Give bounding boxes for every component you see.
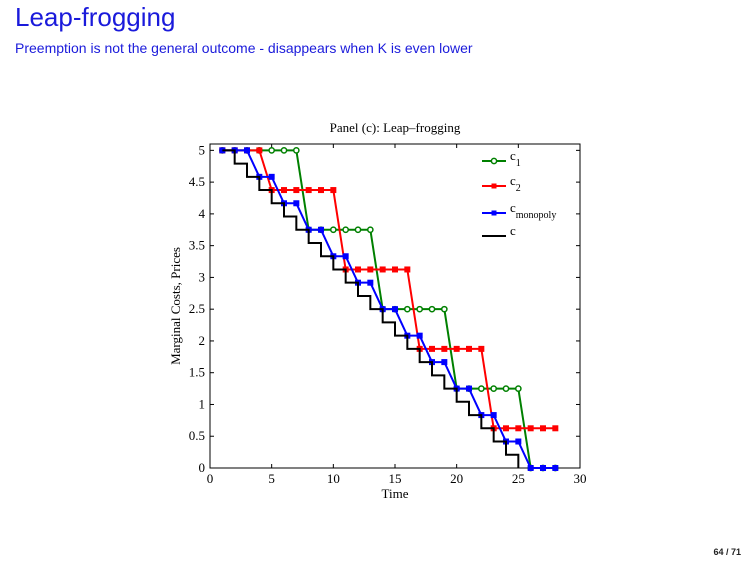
- series-c: [222, 149, 520, 468]
- x-tick-label: 0: [207, 471, 214, 486]
- legend-marker: [491, 183, 497, 189]
- data-point: [342, 226, 350, 234]
- data-point: [440, 305, 448, 313]
- data-point: [392, 306, 398, 313]
- legend-entry: c: [482, 223, 516, 238]
- data-point: [416, 332, 423, 339]
- x-tick-label: 10: [327, 471, 340, 486]
- data-point: [293, 200, 300, 207]
- data-point: [441, 345, 448, 352]
- data-point: [466, 385, 472, 392]
- data-point: [552, 465, 559, 471]
- y-tick-label: 0: [199, 460, 206, 475]
- data-point: [478, 345, 485, 352]
- slide-title: Leap-frogging: [15, 2, 176, 32]
- y-tick-label: 3: [199, 269, 206, 284]
- data-point: [293, 187, 300, 194]
- data-point: [367, 266, 374, 273]
- data-point: [292, 147, 300, 154]
- data-point: [268, 147, 276, 154]
- chart-title: Panel (c): Leap–frogging: [330, 120, 461, 135]
- data-point: [281, 187, 287, 194]
- data-point: [354, 226, 362, 234]
- data-point: [280, 147, 288, 154]
- data-point: [540, 425, 546, 432]
- series-line: [222, 149, 556, 469]
- legend-entry: c1: [482, 148, 521, 169]
- x-tick-label: 25: [512, 471, 525, 486]
- legend-marker: [490, 157, 498, 165]
- y-tick-label: 0.5: [189, 428, 205, 443]
- data-point: [305, 187, 312, 194]
- data-point: [244, 147, 250, 154]
- data-point: [403, 305, 411, 313]
- data-point: [514, 385, 522, 392]
- data-point: [540, 465, 546, 471]
- data-point: [490, 385, 498, 392]
- data-point: [441, 359, 448, 366]
- data-point: [527, 465, 534, 471]
- x-axis-label: Time: [382, 486, 409, 501]
- y-tick-label: 2: [199, 333, 206, 348]
- slide-subtitle: Preemption is not the general outcome - …: [15, 40, 473, 56]
- data-point: [527, 425, 534, 432]
- series-line: [222, 149, 520, 468]
- y-tick-label: 4.5: [189, 174, 205, 189]
- legend-marker: [491, 210, 497, 216]
- data-point: [256, 147, 263, 154]
- legend-label: c: [510, 223, 516, 238]
- legend-entry: c2: [482, 173, 521, 194]
- x-tick-label: 20: [450, 471, 463, 486]
- legend-label: c2: [510, 173, 521, 194]
- data-point: [477, 385, 485, 392]
- y-tick-label: 5: [199, 142, 206, 157]
- data-point: [330, 187, 337, 194]
- data-point: [502, 385, 510, 392]
- data-point: [367, 279, 374, 286]
- data-point: [552, 425, 559, 432]
- data-point: [392, 266, 398, 273]
- x-tick-label: 15: [389, 471, 402, 486]
- y-tick-label: 1: [199, 396, 206, 411]
- data-point: [490, 412, 497, 419]
- y-tick-label: 3.5: [189, 238, 205, 253]
- y-tick-label: 4: [199, 206, 206, 221]
- data-point: [379, 266, 386, 273]
- data-point: [318, 187, 324, 194]
- data-point: [342, 253, 349, 260]
- data-point: [515, 438, 522, 445]
- x-tick-label: 5: [268, 471, 275, 486]
- data-point: [453, 345, 460, 352]
- data-point: [355, 266, 361, 273]
- x-tick-label: 30: [574, 471, 587, 486]
- legend-label: c1: [510, 148, 521, 169]
- y-tick-label: 1.5: [189, 365, 205, 380]
- data-point: [268, 173, 275, 180]
- data-point: [515, 425, 522, 432]
- data-point: [404, 266, 411, 273]
- data-point: [428, 305, 436, 313]
- data-point: [503, 425, 509, 432]
- data-point: [429, 345, 435, 352]
- data-point: [366, 226, 374, 234]
- y-axis-label: Marginal Costs, Prices: [168, 247, 183, 365]
- data-point: [329, 226, 337, 234]
- data-point: [466, 345, 472, 352]
- data-point: [416, 305, 424, 313]
- page-number: 64 / 71: [713, 547, 741, 557]
- data-point: [318, 226, 324, 233]
- y-tick-label: 2.5: [189, 301, 205, 316]
